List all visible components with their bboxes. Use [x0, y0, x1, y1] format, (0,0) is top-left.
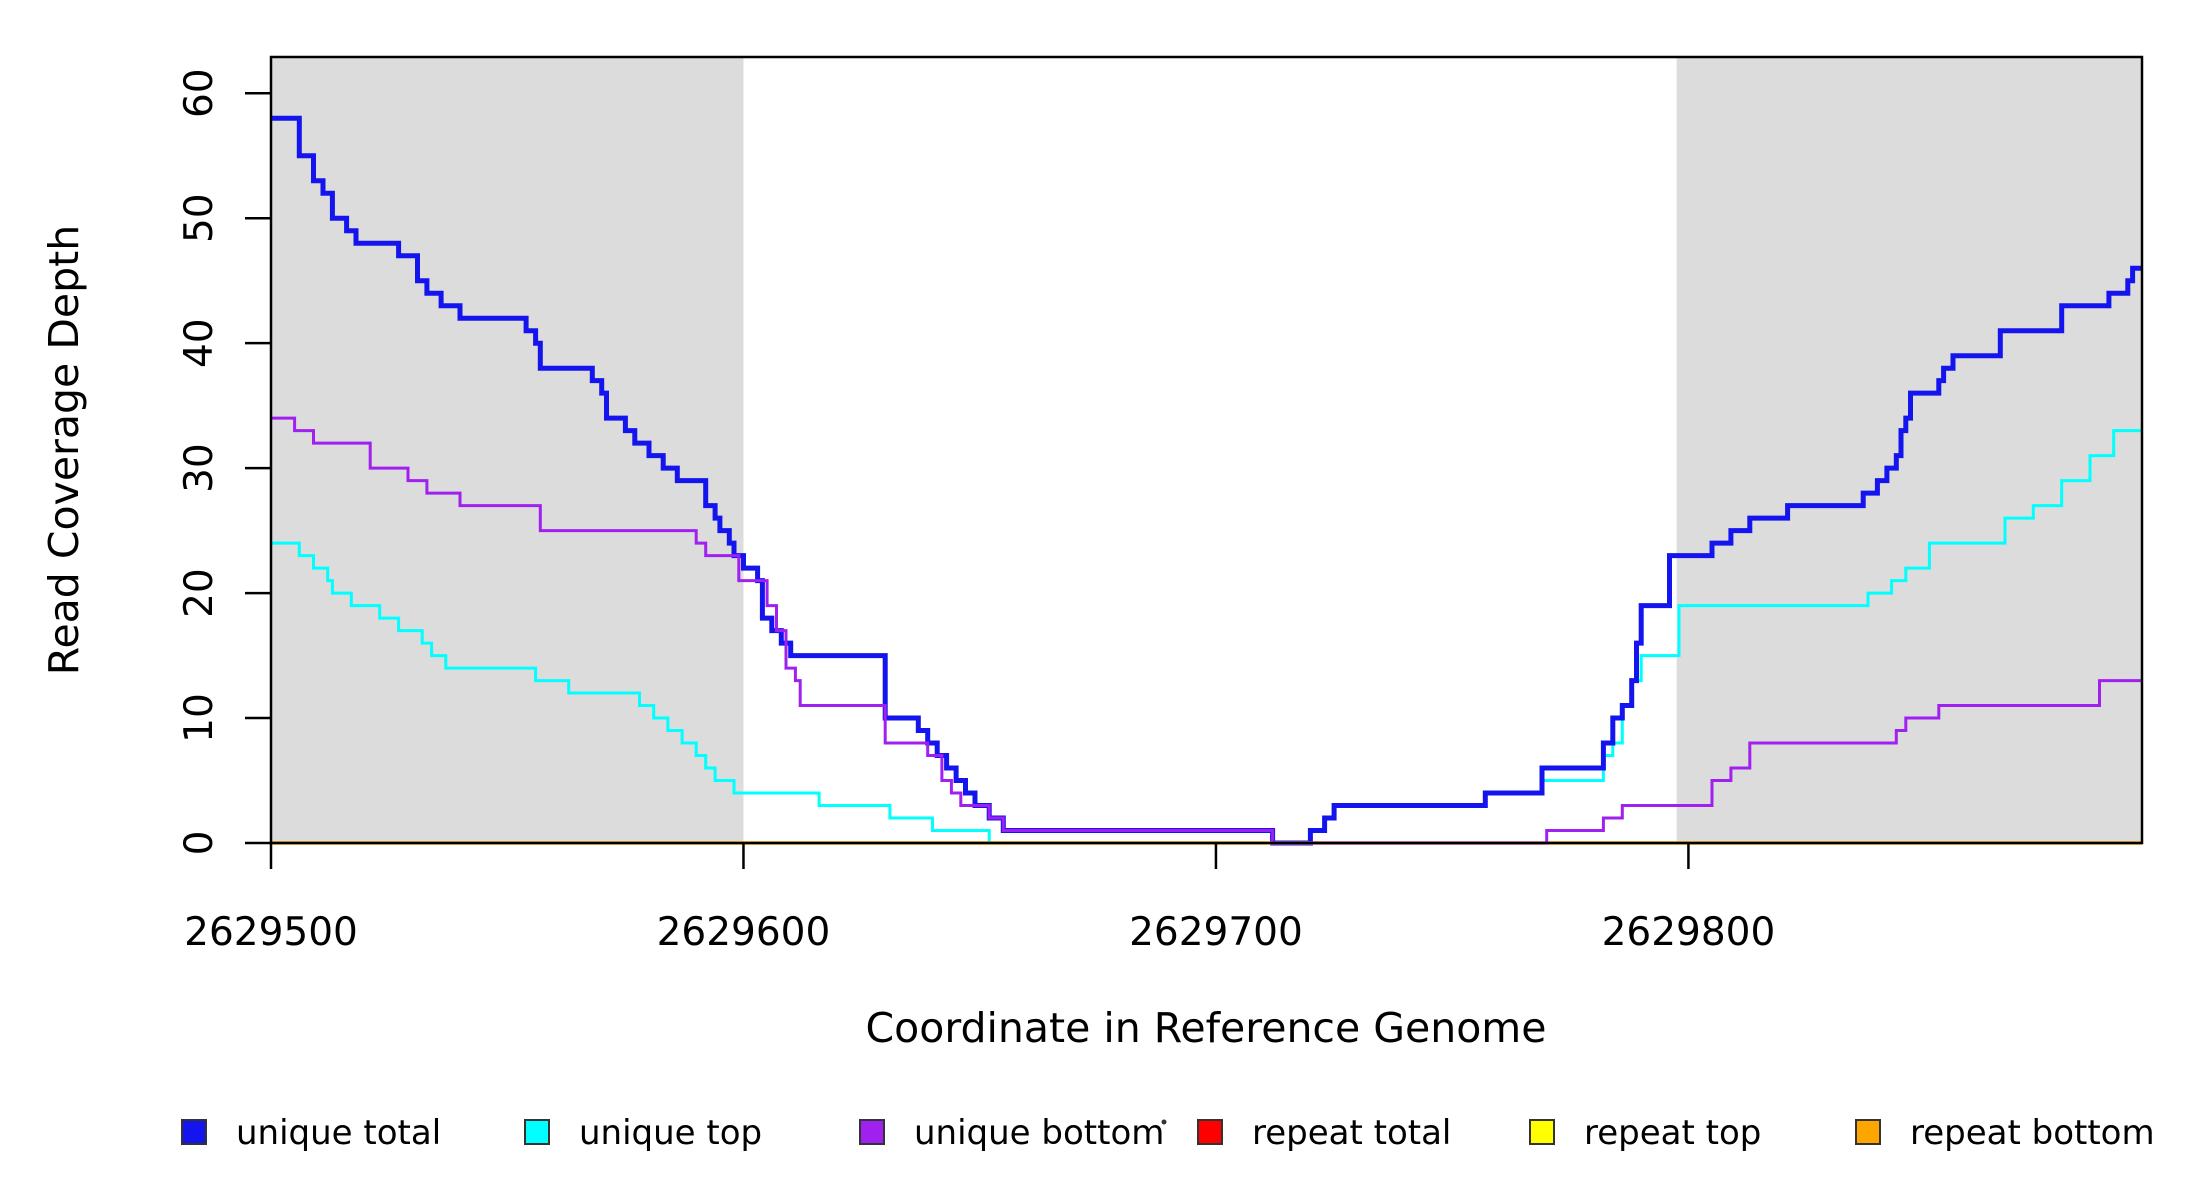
- y-tick-label-50: 50: [177, 193, 222, 243]
- legend-item-unique-bottom: unique bottom: [859, 1113, 1164, 1153]
- series-line-unique-bottom: [271, 416, 2142, 845]
- y-tick-label-20: 20: [177, 568, 222, 618]
- shaded-region-2: [1676, 57, 2142, 843]
- x-tick-label-2629700: 2629700: [1129, 910, 1303, 955]
- x-tick-label-2629600: 2629600: [657, 910, 831, 955]
- x-tick-label-2629500: 2629500: [184, 910, 358, 955]
- legend: unique total unique top unique bottom repea…: [181, 1113, 2155, 1153]
- series-line-unique-top: [271, 429, 2142, 845]
- legend-stray-dot: [1161, 1119, 1167, 1125]
- series-line-unique-total: [271, 115, 2142, 846]
- shaded-region-1: [271, 57, 744, 843]
- y-tick-label-30: 30: [177, 443, 222, 493]
- legend-swatch-repeat-total: [1197, 1119, 1223, 1145]
- y-tick-label-40: 40: [177, 318, 222, 368]
- x-axis-title: Coordinate in Reference Genome: [866, 1004, 1547, 1052]
- legend-swatch-repeat-bottom: [1855, 1119, 1881, 1145]
- shaded-regions: [271, 57, 2142, 843]
- legend-swatch-repeat-top: [1529, 1119, 1555, 1145]
- x-tick-label-2629800: 2629800: [1602, 910, 1776, 955]
- legend-swatch-unique-top: [524, 1119, 550, 1145]
- legend-label-repeat-total: repeat total: [1252, 1113, 1451, 1153]
- legend-item-repeat-total: repeat total: [1197, 1113, 1451, 1153]
- axis-ticks: [245, 91, 1690, 869]
- legend-label-repeat-bottom: repeat bottom: [1910, 1113, 2155, 1153]
- legend-swatch-unique-bottom: [859, 1119, 885, 1145]
- y-tick-label-0: 0: [177, 831, 222, 856]
- y-tick-label-10: 10: [177, 693, 222, 743]
- legend-item-repeat-top: repeat top: [1529, 1113, 1761, 1153]
- y-tick-label-60: 60: [177, 68, 222, 118]
- axis-tick-labels: 2629500 2629600 2629700 2629800 0 10 20 30 40 50 6…: [177, 68, 1775, 955]
- plot-border-box: [269, 55, 2144, 845]
- y-axis-title: Read Coverage Depth: [40, 225, 88, 675]
- legend-item-repeat-bottom: repeat bottom: [1855, 1113, 2155, 1153]
- legend-item-unique-total: unique total: [181, 1113, 441, 1153]
- legend-label-unique-bottom: unique bottom: [914, 1113, 1164, 1153]
- legend-label-repeat-top: repeat top: [1584, 1113, 1761, 1153]
- legend-item-unique-top: unique top: [524, 1113, 762, 1153]
- legend-label-unique-top: unique top: [579, 1113, 762, 1153]
- legend-label-unique-total: unique total: [236, 1113, 441, 1153]
- legend-swatch-unique-total: [181, 1119, 207, 1145]
